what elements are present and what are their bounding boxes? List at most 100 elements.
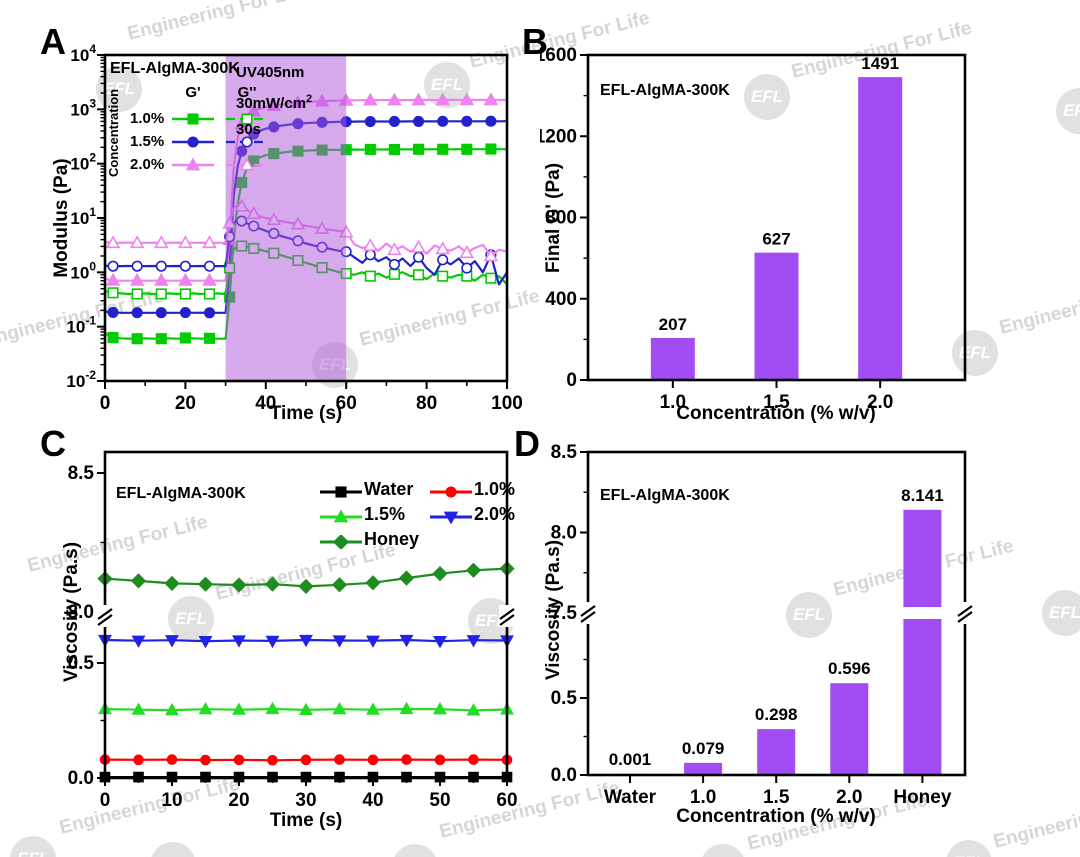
axes: 0.0 0.5 8.0 8.5 0 10 20 30 40 50 60: [68, 463, 518, 811]
bar-value-label: 1491: [861, 54, 899, 73]
svg-text:0: 0: [100, 393, 111, 414]
panel-c-x-axis-label: Time (s): [269, 810, 343, 831]
bar-value-label: 0.298: [755, 705, 798, 724]
bar-1.0: [684, 762, 723, 775]
panel-c-viscosity-plot: 0.0 0.5 8.0 8.5 0 10 20 30 40 50 60: [68, 450, 518, 811]
efl-logo-watermark: EFL: [952, 330, 998, 376]
legend-label-water: Water: [364, 479, 414, 499]
legend-glyph-g-double-prime-2.0: [224, 157, 270, 171]
svg-text:104: 104: [70, 42, 96, 65]
panel-c-legend: Water 1.0% 1.5% 2.0% Honey: [318, 477, 532, 552]
svg-text:2.0: 2.0: [867, 392, 893, 413]
plot-frame: [103, 53, 509, 383]
legend-glyph-g-prime-1.0: [170, 112, 216, 125]
svg-text:40: 40: [362, 790, 383, 811]
svg-text:102: 102: [70, 151, 96, 174]
svg-text:0.0: 0.0: [551, 765, 577, 786]
svg-text:100: 100: [70, 259, 96, 282]
svg-text:1.0: 1.0: [690, 787, 716, 808]
efl-logo-watermark: EFL: [150, 842, 196, 857]
bar-value-label: 0.079: [682, 739, 725, 758]
legend-glyph-1.0: [428, 483, 472, 498]
axes: 10-2 10-1 100 101 102 103 104 0 20 40 60 80 100: [66, 42, 522, 414]
svg-text:0.5: 0.5: [68, 653, 95, 674]
legend-g-double-prime-header: G'': [237, 84, 257, 101]
efl-logo-watermark: EFL: [946, 840, 992, 857]
bar-1.5: [754, 252, 799, 380]
legend-label-2.0: 2.0%: [474, 504, 516, 524]
svg-text:0.0: 0.0: [68, 768, 94, 789]
panel-letter-b: B: [522, 21, 548, 62]
panel-d-y-axis-label: Viscosity (Pa.s): [543, 539, 564, 681]
legend-glyph-g-prime-2.0: [170, 157, 216, 171]
axes: 0.0 0.5 7.5 8.0 8.5 Water 1.0 1.5 2.0 Honey: [551, 442, 952, 808]
svg-text:10-2: 10-2: [66, 368, 96, 391]
panel-letter-a: A: [40, 21, 66, 62]
legend-label-honey: Honey: [364, 529, 420, 549]
axes: 0 400 800 1200 1600 1.0 1.5 2.0: [540, 45, 893, 413]
svg-text:0.5: 0.5: [551, 688, 578, 709]
svg-text:1.5: 1.5: [763, 392, 790, 413]
uv-wavelength-text: UV405nm: [236, 64, 305, 81]
panel-letter-c: C: [40, 423, 66, 464]
uv-duration-text: 30s: [236, 121, 262, 138]
efl-logo-watermark: EFL: [392, 844, 438, 857]
efl-logo-watermark: EFL: [1042, 590, 1080, 636]
svg-text:100: 100: [491, 393, 523, 414]
svg-text:1.0: 1.0: [660, 392, 686, 413]
panel-c-annotation: EFL-AlgMA-300K: [116, 485, 246, 502]
panel-a-y-axis-label: Modulus (Pa): [51, 158, 72, 278]
legend-glyph-2.0: [428, 508, 472, 525]
legend-glyph-g-double-prime-1.5: [224, 135, 270, 148]
svg-text:800: 800: [545, 208, 577, 229]
legend-concentration-label: Concentration: [106, 88, 121, 178]
bar-break-gap: [901, 607, 944, 619]
svg-text:8.5: 8.5: [68, 463, 95, 484]
panel-a-legend: EFL-AlgMA-300K Concentration G' G'' 1.0%…: [106, 60, 290, 178]
uv-intensity-text: 30mW/cm2: [236, 93, 313, 112]
svg-text:60: 60: [496, 790, 517, 811]
bar-1.0: [650, 337, 695, 380]
svg-text:101: 101: [70, 205, 96, 228]
legend-row-label: 1.0%: [130, 110, 165, 127]
svg-text:0: 0: [566, 370, 577, 391]
panel-letter-d: D: [514, 423, 540, 464]
panel-d-x-axis-label: Concentration (% w/v): [676, 806, 876, 827]
bar-2.0: [858, 77, 903, 380]
svg-text:10: 10: [161, 790, 182, 811]
bar-value-label: 8.141: [901, 486, 944, 505]
bar-value-label: 627: [762, 230, 790, 249]
legend-glyph-g-prime-1.5: [170, 135, 216, 148]
svg-text:7.5: 7.5: [551, 603, 578, 624]
svg-text:1200: 1200: [540, 126, 577, 147]
panel-b-y-axis-label: Final G' (Pa): [543, 162, 564, 274]
uv-illumination-region: [225, 55, 347, 381]
svg-text:8.0: 8.0: [68, 602, 94, 623]
svg-text:8.0: 8.0: [551, 523, 577, 544]
series-layer: [97, 561, 515, 783]
svg-text:103: 103: [70, 96, 96, 119]
legend-g-prime-header: G': [185, 84, 201, 101]
efl-logo-watermark: EFL: [786, 592, 832, 638]
efl-logo-watermark: EFL: [168, 596, 214, 642]
bar-Honey: [903, 509, 942, 775]
panel-a-modulus-plot: 10-2 10-1 100 101 102 103 104 0 20 40 60 80 100: [66, 42, 522, 414]
panel-b-final-g-bar-chart: 0 400 800 1200 1600 1.0 1.5 2.0 207 627 1491: [540, 45, 967, 413]
panel-d-annotation: EFL-AlgMA-300K: [600, 487, 730, 504]
svg-text:0: 0: [100, 790, 111, 811]
svg-text:50: 50: [429, 790, 450, 811]
legend-glyph-g-double-prime-1.0: [224, 112, 270, 125]
svg-text:20: 20: [228, 790, 249, 811]
legend-glyph-1.5: [318, 508, 362, 522]
panel-b-annotation: EFL-AlgMA-300K: [600, 82, 730, 99]
svg-text:1600: 1600: [540, 45, 577, 66]
uv-condition-text: UV405nm 30mW/cm2 30s: [236, 60, 312, 143]
efl-logo-watermark: EFL: [700, 844, 746, 857]
svg-text:10-1: 10-1: [66, 314, 96, 337]
svg-text:60: 60: [336, 393, 357, 414]
svg-text:400: 400: [545, 289, 577, 310]
svg-text:8.5: 8.5: [551, 442, 578, 463]
panel-b-x-axis-label: Concentration (% w/v): [676, 403, 876, 424]
